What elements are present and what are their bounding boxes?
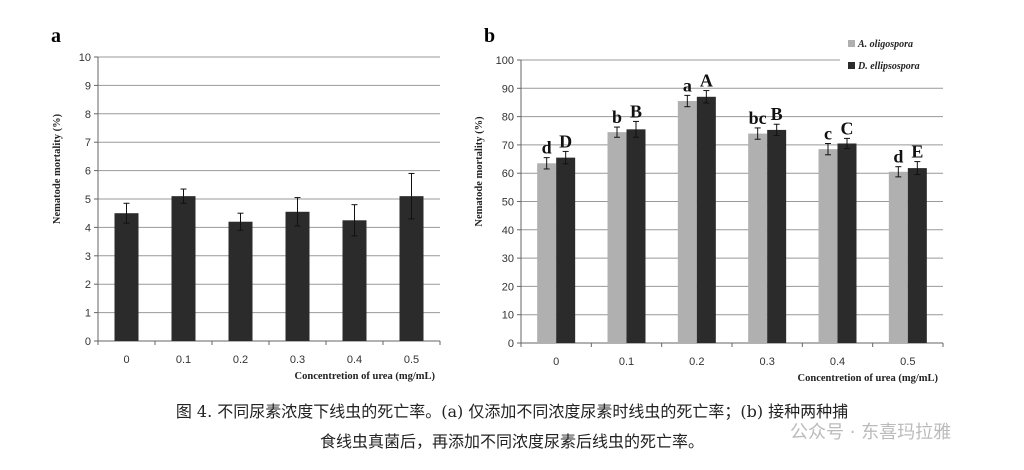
significance-label: a	[683, 75, 692, 95]
x-tick-label: 0.3	[760, 356, 775, 368]
significance-label: d	[542, 138, 552, 158]
legend-label: A. oligospora	[857, 39, 913, 50]
y-tick-label: 1	[85, 308, 91, 320]
y-tick-label: 4	[85, 222, 91, 234]
x-tick-label: 0.4	[347, 354, 362, 366]
y-tick-label: 0	[85, 336, 91, 348]
significance-label: c	[824, 123, 832, 143]
y-tick-label: 100	[496, 55, 514, 67]
legend-swatch	[848, 62, 855, 69]
panel-label: a	[51, 25, 61, 47]
bar	[888, 171, 908, 343]
significance-label: B	[771, 104, 783, 124]
y-tick-label: 90	[502, 83, 514, 95]
significance-label: E	[911, 142, 923, 162]
bar	[228, 221, 253, 341]
bar	[818, 149, 838, 343]
watermark: 公众号 · 东喜玛拉雅	[790, 422, 952, 443]
y-tick-label: 5	[85, 194, 91, 206]
significance-label: B	[630, 101, 642, 121]
bar	[626, 129, 646, 343]
y-tick-label: 30	[502, 253, 514, 265]
significance-label: b	[612, 107, 622, 127]
y-axis-title: Nematode mortality (%)	[474, 116, 485, 227]
caption-line-1: 图 4. 不同尿素浓度下线虫的死亡率。(a) 仅添加不同浓度尿素时线虫的死亡率；…	[175, 402, 849, 421]
significance-label: d	[893, 147, 903, 167]
x-tick-label: 0.5	[404, 354, 419, 366]
y-tick-label: 60	[502, 168, 514, 180]
bar	[285, 211, 310, 341]
bar	[171, 196, 196, 341]
y-tick-label: 8	[85, 109, 91, 121]
bar	[748, 133, 768, 343]
legend-label: D. ellipsospora	[857, 61, 920, 72]
bar	[114, 213, 139, 341]
bar	[399, 196, 424, 341]
y-tick-label: 40	[502, 225, 514, 237]
significance-label: A	[700, 71, 713, 91]
y-tick-label: 3	[85, 251, 91, 263]
y-tick-label: 0	[508, 338, 514, 350]
x-tick-label: 0.1	[176, 354, 191, 366]
y-tick-label: 7	[85, 137, 91, 149]
y-tick-label: 70	[502, 140, 514, 152]
x-tick-label: 0.5	[900, 356, 915, 368]
x-tick-label: 0.2	[689, 356, 704, 368]
x-tick-label: 0.3	[290, 354, 305, 366]
significance-label: C	[841, 118, 854, 138]
x-tick-label: 0	[553, 356, 559, 368]
y-tick-label: 6	[85, 166, 91, 178]
bar	[677, 101, 697, 343]
bar	[837, 143, 857, 343]
y-tick-label: 9	[85, 80, 91, 92]
x-tick-label: 0	[123, 354, 129, 366]
y-tick-label: 20	[502, 281, 514, 293]
x-axis-title: Concentretion of urea (mg/mL)	[295, 371, 436, 382]
y-tick-label: 2	[85, 279, 91, 291]
bar	[342, 220, 367, 341]
legend-swatch	[848, 40, 855, 47]
bar	[767, 129, 787, 343]
x-tick-label: 0.1	[619, 356, 634, 368]
significance-label: bc	[749, 108, 767, 128]
y-tick-label: 10	[502, 310, 514, 322]
y-tick-label: 10	[79, 52, 91, 64]
bar	[537, 163, 557, 343]
x-tick-label: 0.4	[830, 356, 845, 368]
x-axis-title: Concentretion of urea (mg/mL)	[798, 373, 939, 384]
y-tick-label: 80	[502, 112, 514, 124]
bar	[607, 132, 627, 343]
y-tick-label: 50	[502, 197, 514, 209]
panel-label: b	[484, 25, 495, 47]
bar	[696, 96, 716, 343]
bar	[907, 168, 927, 343]
bar	[556, 157, 576, 343]
caption-line-2: 食线虫真菌后，再添加不同浓度尿素后线虫的死亡率。	[319, 432, 704, 451]
x-tick-label: 0.2	[233, 354, 248, 366]
significance-label: D	[559, 131, 572, 151]
y-axis-title: Nematode mortality (%)	[52, 113, 63, 224]
